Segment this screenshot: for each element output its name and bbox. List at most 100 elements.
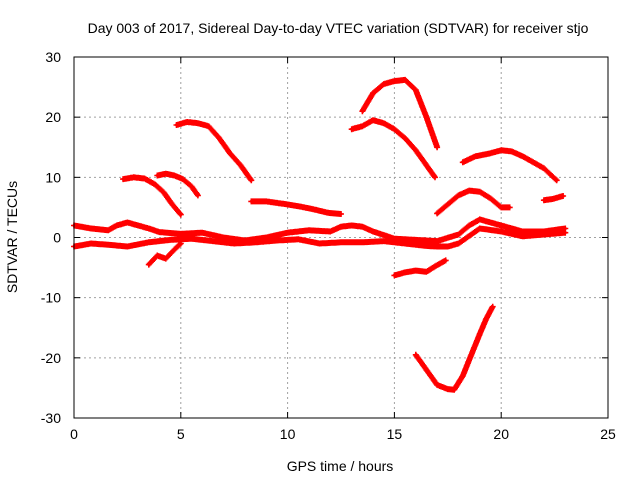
data-point [228,151,232,155]
plus-markers [248,198,344,217]
series-arc-2h-6h [120,174,184,218]
y-tick-label: 30 [45,49,61,65]
data-point [452,388,456,392]
data-point [155,174,159,178]
data-point [392,127,396,131]
data-point [296,237,300,241]
series-arc-3.8h-5.8h [154,170,201,199]
data-point [382,82,386,86]
data-point [499,205,503,209]
data-point [563,226,567,230]
plus-markers [120,174,184,218]
data-point [435,239,439,243]
y-tick-label: 0 [53,230,61,246]
data-point [211,239,215,243]
data-point [555,178,559,182]
data-point [318,242,322,246]
data-point [414,353,418,357]
data-point [414,148,418,152]
series-arc-3.5h-5h [145,240,184,268]
data-point [311,207,315,211]
x-axis-label: GPS time / hours [287,458,394,474]
data-point [424,368,428,372]
data-point [414,269,418,273]
data-point [382,239,386,243]
data-point [170,202,174,206]
data-point [371,118,375,122]
y-tick-label: -30 [41,410,61,426]
data-point [403,78,407,82]
data-point [392,273,396,277]
data-point [489,196,493,200]
data-point [435,145,439,149]
data-point [200,231,204,235]
data-point [164,172,168,176]
series-arc-13.5h-17h [359,76,441,151]
data-point [433,175,437,179]
data-point [296,204,300,208]
data-point [125,245,129,249]
x-tick-label: 5 [177,426,185,442]
data-point [162,190,166,194]
data-point [521,154,525,158]
data-point [147,226,151,230]
data-point [542,232,546,236]
data-point [147,263,151,267]
data-point [89,226,93,230]
data-point [414,88,418,92]
data-point [461,160,465,164]
data-point [172,248,176,252]
x-tick-label: 15 [387,426,403,442]
data-point [106,243,110,247]
data-point [155,254,159,258]
data-point [249,178,253,182]
data-point [106,228,110,232]
data-point [563,231,567,235]
data-point [489,151,493,155]
data-point [360,225,364,229]
plus-markers [359,76,441,151]
data-point [474,154,478,158]
y-tick-label: -10 [41,290,61,306]
data-point [510,149,514,153]
data-point [115,223,119,227]
data-point [350,223,354,227]
data-point [132,175,136,179]
data-point [185,120,189,124]
data-point [424,115,428,119]
x-tick-label: 20 [493,426,509,442]
y-tick-label: 10 [45,169,61,185]
data-point [281,202,285,206]
series-arc-16h-19.6h [412,303,496,393]
data-point [360,109,364,113]
data-point [499,148,503,152]
data-point [307,228,311,232]
data-point [179,242,183,246]
data-point [328,229,332,233]
data-point [254,240,258,244]
data-point [456,232,460,236]
x-tick-label: 10 [280,426,296,442]
data-point [491,305,495,309]
data-point [147,240,151,244]
data-point [403,242,407,246]
data-marks [71,76,569,393]
series-arc-18.2h-22.6h [459,147,560,184]
data-point [136,223,140,227]
data-point [435,245,439,249]
data-point [196,193,200,197]
data-point [164,257,168,261]
data-point [508,205,512,209]
data-point [467,223,471,227]
data-point [531,160,535,164]
data-point [446,245,450,249]
data-point [435,383,439,387]
data-point [550,197,554,201]
plus-markers [459,147,560,184]
data-point [207,124,211,128]
data-point [521,229,525,233]
y-tick-label: -20 [41,350,61,366]
data-point [424,270,428,274]
data-point [264,199,268,203]
